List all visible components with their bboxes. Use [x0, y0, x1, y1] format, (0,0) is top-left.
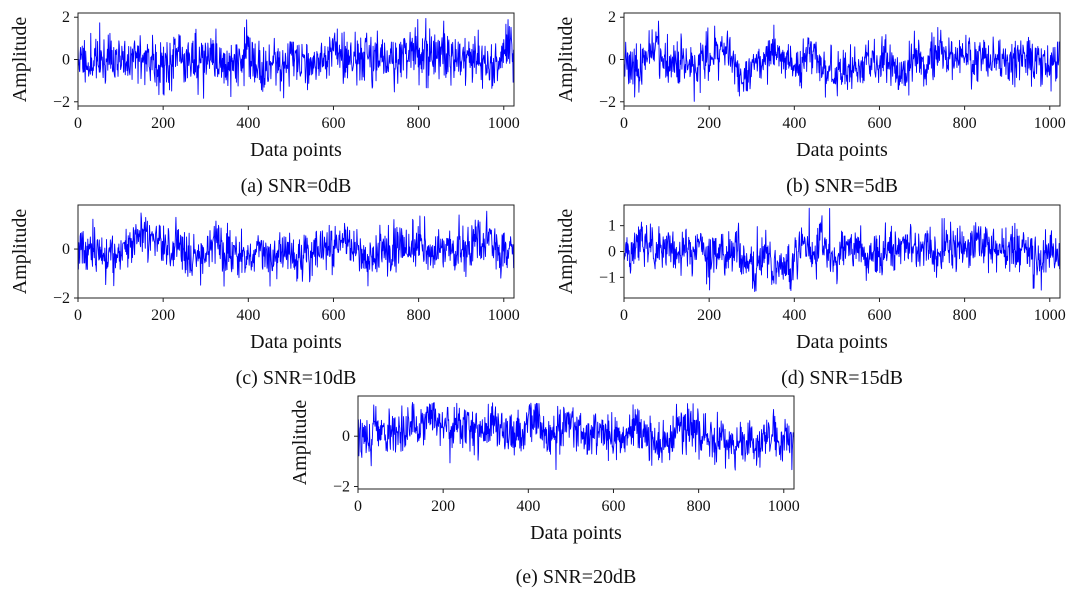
y-tick-label-d-0: 0	[608, 244, 616, 261]
y-tick-label-d-1: 1	[608, 218, 616, 235]
y-tick-label-e--2: −2	[333, 478, 350, 495]
subplot-caption-a: (a) SNR=0dB	[241, 175, 352, 197]
x-tick-label-e-0: 0	[354, 498, 362, 515]
x-tick-label-c-400: 400	[236, 307, 260, 324]
signal-line-b	[623, 20, 1061, 102]
x-axis-title-c: Data points	[250, 331, 342, 353]
x-tick-label-e-400: 400	[516, 498, 540, 515]
x-tick-label-e-200: 200	[431, 498, 455, 515]
subplot-caption-e: (e) SNR=20dB	[516, 566, 637, 588]
x-tick-label-d-600: 600	[867, 307, 891, 324]
x-tick-label-c-0: 0	[74, 307, 82, 324]
y-tick-label-b-2: 2	[608, 9, 616, 26]
x-tick-label-a-400: 400	[236, 115, 260, 132]
x-tick-label-d-0: 0	[620, 307, 628, 324]
plot-frame-c	[77, 204, 515, 299]
x-tick-label-b-0: 0	[620, 115, 628, 132]
y-tick-label-b--2: −2	[599, 94, 616, 111]
x-tick-label-b-200: 200	[697, 115, 721, 132]
x-tick-label-c-200: 200	[151, 307, 175, 324]
subplot-caption-b: (b) SNR=5dB	[786, 175, 898, 197]
y-axis-title-a: Amplitude	[9, 17, 31, 103]
y-axis-title-b: Amplitude	[555, 17, 577, 103]
y-tick-label-d--1: −1	[599, 269, 616, 286]
x-tick-label-b-400: 400	[782, 115, 806, 132]
plot-frame-e	[357, 395, 795, 490]
x-tick-label-c-1000: 1000	[488, 307, 520, 324]
subplot-caption-c: (c) SNR=10dB	[236, 367, 357, 389]
x-tick-label-b-600: 600	[867, 115, 891, 132]
x-tick-label-c-600: 600	[321, 307, 345, 324]
x-tick-label-d-800: 800	[953, 307, 977, 324]
x-tick-label-e-1000: 1000	[768, 498, 800, 515]
subplot-d: 0 200 400 600 800 1000 −1 0 1 Data points Amplitud…	[555, 204, 1066, 389]
y-tick-label-a--2: −2	[53, 94, 70, 111]
y-tick-label-b-0: 0	[608, 52, 616, 69]
x-tick-label-a-200: 200	[151, 115, 175, 132]
x-tick-label-a-1000: 1000	[488, 115, 520, 132]
x-tick-label-e-800: 800	[687, 498, 711, 515]
x-tick-label-e-600: 600	[601, 498, 625, 515]
y-tick-label-c--2: −2	[53, 290, 70, 307]
x-tick-label-d-1000: 1000	[1034, 307, 1066, 324]
y-tick-label-c-0: 0	[62, 241, 70, 258]
x-axis-title-a: Data points	[250, 139, 342, 161]
x-tick-label-d-200: 200	[697, 307, 721, 324]
y-tick-label-a-2: 2	[62, 9, 70, 26]
x-tick-label-d-400: 400	[782, 307, 806, 324]
x-tick-label-a-800: 800	[407, 115, 431, 132]
x-axis-title-b: Data points	[796, 139, 888, 161]
y-tick-label-e-0: 0	[342, 428, 350, 445]
signal-line-c	[77, 210, 515, 287]
x-axis-title-e: Data points	[530, 522, 622, 544]
y-axis-title-e: Amplitude	[289, 400, 311, 486]
x-tick-label-b-800: 800	[953, 115, 977, 132]
signal-line-e	[357, 402, 795, 471]
x-axis-title-d: Data points	[796, 331, 888, 353]
subplot-caption-d: (d) SNR=15dB	[781, 367, 903, 389]
y-axis-title-d: Amplitude	[555, 209, 577, 295]
x-tick-label-a-600: 600	[321, 115, 345, 132]
y-axis-title-c: Amplitude	[9, 209, 31, 295]
x-tick-label-a-0: 0	[74, 115, 82, 132]
x-tick-label-b-1000: 1000	[1034, 115, 1066, 132]
x-tick-label-c-800: 800	[407, 307, 431, 324]
y-tick-label-a-0: 0	[62, 52, 70, 69]
signal-line-d	[623, 207, 1061, 292]
signal-line-a	[77, 17, 515, 99]
